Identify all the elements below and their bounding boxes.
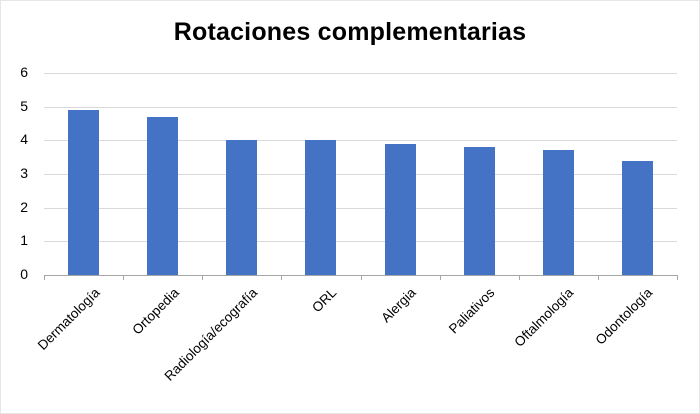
bar-paliativos (463, 147, 495, 275)
y-tick-label: 4 (20, 131, 28, 148)
y-tick-label: 2 (20, 198, 28, 215)
x-tick (360, 275, 362, 280)
y-tick-label: 3 (20, 165, 28, 181)
bar-dermatolog-a (68, 110, 100, 275)
gridline (44, 73, 677, 74)
y-tick-label: 1 (20, 232, 28, 249)
gridline (44, 106, 677, 108)
x-tick (281, 275, 283, 280)
gridline (44, 241, 677, 243)
x-tick (202, 275, 204, 280)
bar-orl (305, 140, 337, 275)
x-tick (44, 275, 45, 280)
gridline (44, 174, 677, 175)
bar-ortopedia (147, 116, 179, 275)
x-tick (439, 275, 441, 280)
gridline (44, 140, 677, 142)
x-tick (597, 275, 599, 280)
y-tick-label: 6 (20, 64, 28, 80)
bar-alergia (384, 143, 416, 275)
y-tick-label: 5 (20, 97, 28, 114)
plot-area (44, 73, 678, 280)
gridline (44, 207, 677, 209)
chart-title: Rotaciones complementarias (173, 18, 527, 46)
bar-radiolog-a-ecograf-a (226, 140, 258, 275)
x-tick (518, 275, 520, 280)
x-tick (123, 275, 125, 280)
x-tick (677, 275, 678, 280)
bar-oftalmolog-a (542, 150, 574, 275)
y-tick-label: 0 (20, 266, 28, 282)
bar-odontolog-a (621, 160, 653, 275)
